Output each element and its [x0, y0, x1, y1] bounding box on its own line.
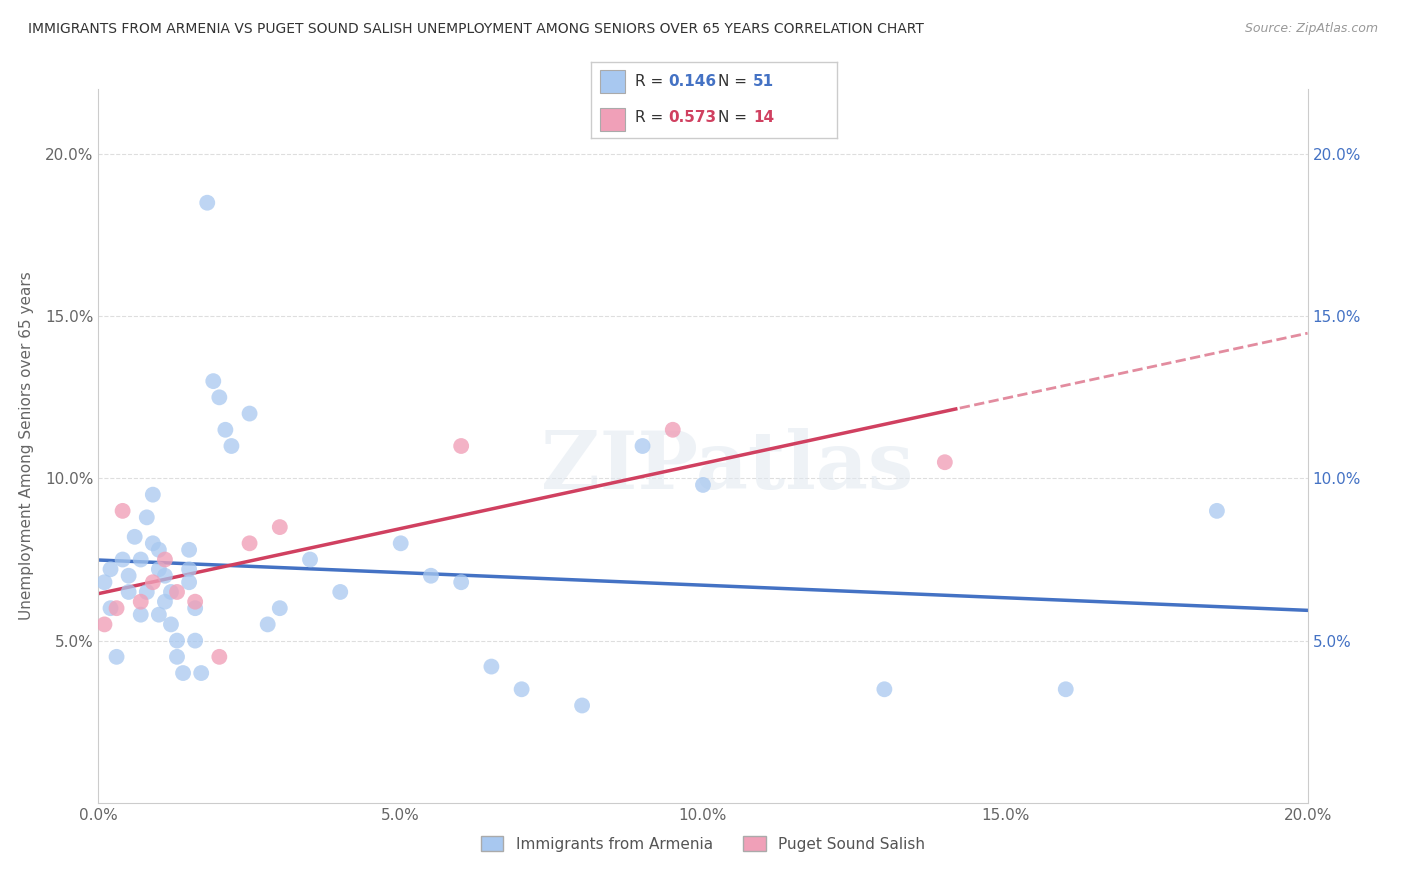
Point [142, 575, 165, 590]
Point [184, 601, 207, 615]
Point [160, 617, 183, 632]
Text: Source: ZipAtlas.com: Source: ZipAtlas.com [1244, 22, 1378, 36]
Point [166, 633, 188, 648]
Point [142, 488, 165, 502]
Point [184, 633, 207, 648]
Point [1206, 504, 1229, 518]
Point [389, 536, 412, 550]
Point [299, 552, 322, 566]
Point [202, 374, 225, 388]
Point [450, 575, 472, 590]
Point [208, 649, 231, 664]
Point [100, 601, 122, 615]
Point [631, 439, 654, 453]
Text: ZIPatlas: ZIPatlas [541, 428, 914, 507]
Point [153, 595, 176, 609]
Point [166, 585, 188, 599]
Point [239, 536, 262, 550]
Point [510, 682, 533, 697]
Point [692, 478, 714, 492]
Point [208, 390, 231, 404]
Point [129, 552, 152, 566]
Point [148, 542, 170, 557]
Bar [600, 70, 624, 93]
Point [450, 439, 472, 453]
Point [481, 659, 503, 673]
Point [129, 607, 152, 622]
Y-axis label: Unemployment Among Seniors over 65 years: Unemployment Among Seniors over 65 years [20, 272, 34, 620]
Point [93, 575, 115, 590]
Point [190, 666, 212, 681]
Text: 0.146: 0.146 [668, 74, 716, 89]
Point [148, 562, 170, 576]
Point [166, 649, 188, 664]
Point [135, 510, 157, 524]
Point [118, 585, 141, 599]
Point [148, 607, 170, 622]
Text: N =: N = [718, 110, 752, 125]
Point [179, 562, 201, 576]
Point [179, 542, 201, 557]
Point [214, 423, 236, 437]
Text: 51: 51 [754, 74, 775, 89]
Point [1054, 682, 1077, 697]
Point [100, 562, 122, 576]
Point [142, 536, 165, 550]
Point [269, 520, 291, 534]
Point [195, 195, 218, 210]
Point [129, 595, 152, 609]
Point [934, 455, 956, 469]
Point [105, 649, 128, 664]
Text: IMMIGRANTS FROM ARMENIA VS PUGET SOUND SALISH UNEMPLOYMENT AMONG SENIORS OVER 65: IMMIGRANTS FROM ARMENIA VS PUGET SOUND S… [28, 22, 924, 37]
Point [873, 682, 896, 697]
Point [329, 585, 352, 599]
Point [184, 595, 207, 609]
Point [153, 552, 176, 566]
Point [111, 504, 134, 518]
Point [124, 530, 146, 544]
Point [269, 601, 291, 615]
Text: 14: 14 [754, 110, 775, 125]
Point [221, 439, 243, 453]
Point [661, 423, 683, 437]
Point [160, 585, 183, 599]
Point [118, 568, 141, 582]
Point [93, 617, 115, 632]
Point [571, 698, 593, 713]
Text: R =: R = [636, 110, 668, 125]
Point [256, 617, 278, 632]
Point [111, 552, 134, 566]
Point [420, 568, 443, 582]
Point [179, 575, 201, 590]
Legend: Immigrants from Armenia, Puget Sound Salish: Immigrants from Armenia, Puget Sound Sal… [472, 828, 934, 859]
Point [172, 666, 194, 681]
Text: 0.573: 0.573 [668, 110, 716, 125]
Text: R =: R = [636, 74, 668, 89]
Text: N =: N = [718, 74, 752, 89]
Point [105, 601, 128, 615]
Point [239, 407, 262, 421]
Point [135, 585, 157, 599]
Bar [600, 108, 624, 130]
Point [153, 568, 176, 582]
